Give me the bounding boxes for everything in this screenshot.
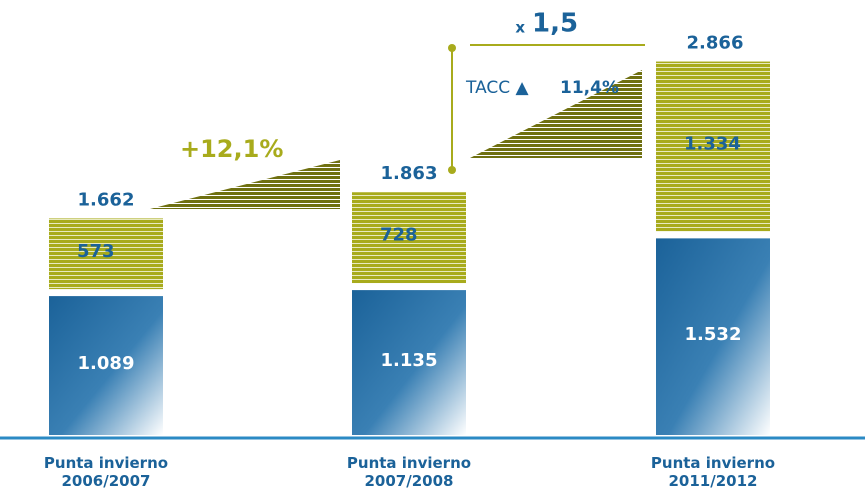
total-label: 1.863 [381,163,438,184]
segment-label: 1.089 [78,353,135,374]
growth-wedge [470,70,642,158]
multiplier-prefix: x [515,19,525,37]
total-label: 2.866 [687,33,744,54]
bar-segment [49,296,163,435]
cagr-prefix: TACC ▲ [465,78,530,98]
x-tick-label: Punta invierno 2011/2012 [650,454,776,490]
x-tick-label: Punta invierno 2006/2007 [43,454,169,490]
multiplier-value: 1,5 [532,9,578,39]
growth-wedge [150,160,340,209]
bracket-end [448,166,456,174]
segment-label: 573 [77,241,115,262]
x-tick-label: Punta invierno 2007/2008 [346,454,472,490]
growth-label: +12,1% [180,135,283,163]
bar-segment [656,238,770,435]
segment-label: 728 [380,225,418,246]
bar-segment [49,218,163,290]
bracket-end [448,44,456,52]
segment-label: 1.334 [684,133,741,154]
cagr-value: 11,4% [560,78,619,98]
segment-label: 1.532 [685,324,742,345]
total-label: 1.662 [78,189,135,210]
bar-segment [656,61,770,232]
bar-segment [352,290,466,435]
segment-label: 1.135 [381,350,438,371]
bar-segment [352,192,466,284]
